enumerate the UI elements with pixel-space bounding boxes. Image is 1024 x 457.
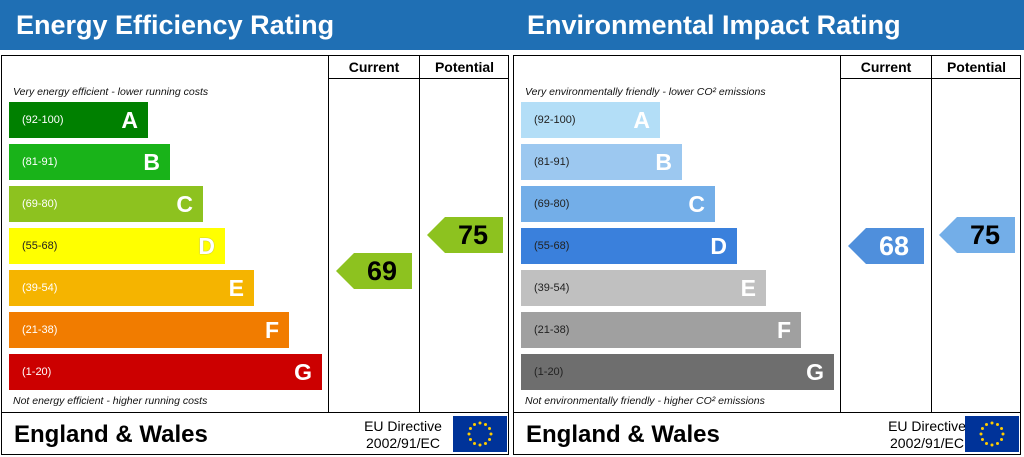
band-letter: A — [633, 107, 650, 133]
rating-value: 75 — [457, 220, 489, 250]
band-c: (69-80) C — [521, 186, 715, 222]
band-letter: C — [176, 191, 193, 217]
potential-column-header: Potential — [434, 59, 495, 75]
current-rating-arrow: 68 — [848, 228, 924, 264]
band-letter: F — [776, 317, 791, 343]
divider — [513, 412, 1021, 413]
band-letter: E — [740, 275, 756, 301]
energy-efficiency-panel: Energy Efficiency Rating Current Potenti… — [0, 0, 512, 455]
band-a: (92-100) A — [521, 102, 660, 138]
rating-value: 75 — [969, 220, 1001, 250]
divider — [931, 55, 932, 412]
top-note: Very environmentally friendly - lower CO… — [525, 86, 766, 98]
arrow-shape — [336, 253, 412, 289]
band-e: (39-54) E — [9, 270, 254, 306]
band-f: (21-38) F — [9, 312, 289, 348]
band-range-label: (55-68) — [534, 240, 570, 252]
eu-flag-icon — [965, 416, 1019, 452]
band-range-label: (69-80) — [22, 198, 58, 210]
divider — [1, 412, 509, 413]
band-letter: G — [806, 359, 824, 385]
band-range-label: (39-54) — [22, 282, 58, 294]
divider — [840, 78, 1021, 79]
band-letter: E — [228, 275, 244, 301]
top-note: Very energy efficient - lower running co… — [13, 86, 209, 98]
eu-directive: EU Directive 2002/91/EC — [877, 418, 977, 452]
current-column-header: Current — [348, 59, 400, 75]
current-column-header: Current — [860, 59, 912, 75]
directive-line2: 2002/91/EC — [890, 435, 964, 451]
eu-directive: EU Directive 2002/91/EC — [353, 418, 453, 452]
band-letter: B — [655, 149, 672, 175]
bottom-note: Not environmentally friendly - higher CO… — [525, 395, 765, 407]
band-f: (21-38) F — [521, 312, 801, 348]
band-range-label: (55-68) — [22, 240, 58, 252]
potential-rating-arrow: 75 — [427, 217, 503, 253]
chart-title: Energy Efficiency Rating — [0, 0, 512, 50]
band-letter: D — [198, 233, 215, 259]
band-letter: D — [710, 233, 727, 259]
potential-rating-arrow: 75 — [939, 217, 1015, 253]
band-letter: F — [264, 317, 279, 343]
band-d: (55-68) D — [521, 228, 737, 264]
eu-flag-icon — [453, 416, 507, 452]
band-range-label: (39-54) — [534, 282, 570, 294]
band-range-label: (81-91) — [534, 156, 570, 168]
bottom-note: Not energy efficient - higher running co… — [13, 395, 208, 407]
region-label: England & Wales — [526, 421, 720, 448]
band-letter: C — [688, 191, 705, 217]
directive-line1: EU Directive — [364, 418, 442, 434]
band-range-label: (1-20) — [534, 366, 564, 378]
directive-line2: 2002/91/EC — [366, 435, 440, 451]
arrow-shape — [939, 217, 1015, 253]
rating-value: 69 — [366, 256, 398, 286]
band-g: (1-20) G — [521, 354, 834, 390]
band-e: (39-54) E — [521, 270, 766, 306]
divider — [328, 55, 329, 412]
directive-line1: EU Directive — [888, 418, 966, 434]
environmental-impact-panel: Environmental Impact Rating Current Pote… — [512, 0, 1024, 457]
region-label: England & Wales — [14, 421, 208, 448]
band-d: (55-68) D — [9, 228, 225, 264]
band-a: (92-100) A — [9, 102, 148, 138]
arrow-shape — [848, 228, 924, 264]
chart-title: Environmental Impact Rating — [512, 0, 1024, 50]
current-rating-arrow: 69 — [336, 253, 412, 289]
chart-frame — [1, 55, 509, 455]
band-range-label: (92-100) — [534, 114, 576, 126]
rating-value: 68 — [878, 231, 910, 261]
band-range-label: (1-20) — [22, 366, 52, 378]
divider — [328, 78, 509, 79]
divider — [419, 55, 420, 412]
band-g: (1-20) G — [9, 354, 322, 390]
band-range-label: (21-38) — [22, 324, 58, 336]
band-b: (81-91) B — [521, 144, 682, 180]
chart-frame — [513, 55, 1021, 455]
band-range-label: (81-91) — [22, 156, 58, 168]
band-range-label: (92-100) — [22, 114, 64, 126]
potential-column-header: Potential — [946, 59, 1007, 75]
band-c: (69-80) C — [9, 186, 203, 222]
band-range-label: (69-80) — [534, 198, 570, 210]
band-letter: G — [294, 359, 312, 385]
band-range-label: (21-38) — [534, 324, 570, 336]
band-letter: B — [143, 149, 160, 175]
arrow-shape — [427, 217, 503, 253]
divider — [840, 55, 841, 412]
band-b: (81-91) B — [9, 144, 170, 180]
band-letter: A — [121, 107, 138, 133]
